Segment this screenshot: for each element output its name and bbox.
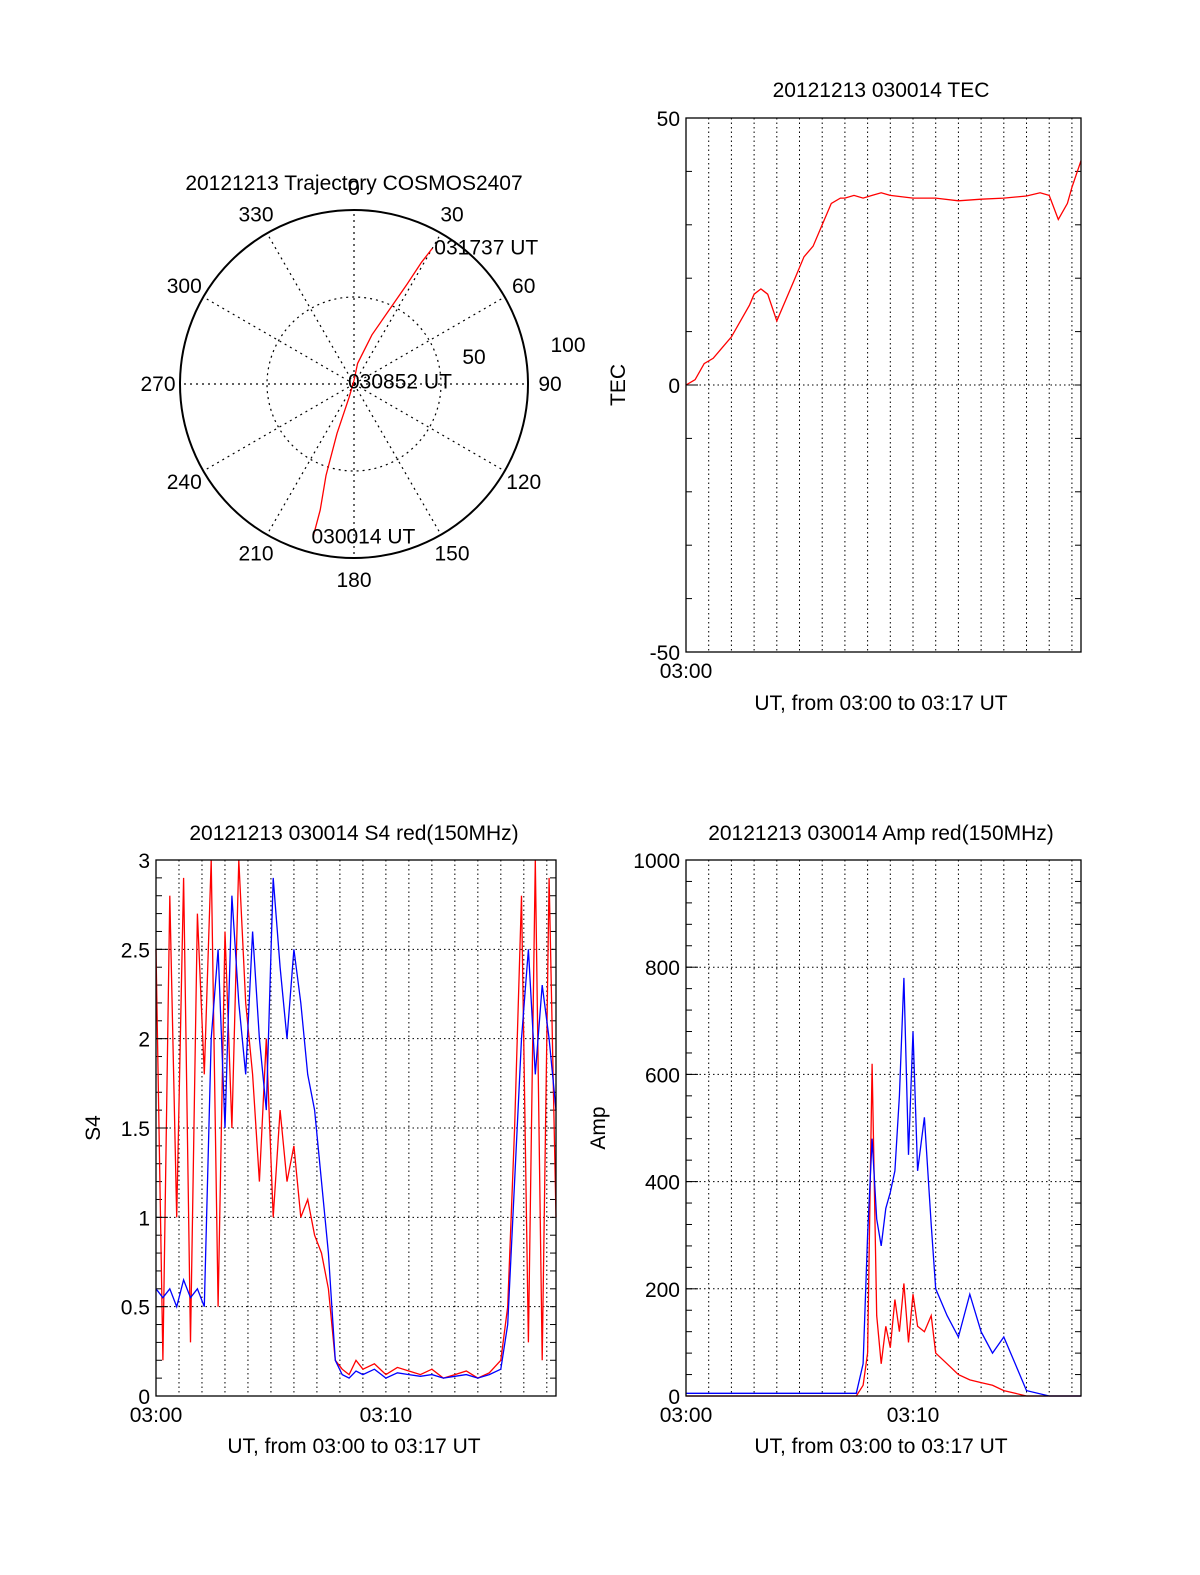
tec-y-tick-label: 50 (657, 108, 680, 131)
s4-x-tick-label: 03:10 (360, 1404, 413, 1427)
polar-azimuth-label: 0 (348, 177, 360, 200)
amp-y-tick-label: 200 (645, 1279, 680, 1302)
s4-series-0000ff (155, 877, 557, 1379)
polar-azimuth-label: 300 (167, 275, 202, 298)
tec-x-axis-label: UT, from 03:00 to 03:17 UT (754, 692, 1007, 715)
tec-y-axis-label: TEC (607, 364, 630, 406)
amp-y-tick-label: 0 (668, 1386, 680, 1409)
polar-chart-title: 20121213 Trajectory COSMOS2407 (185, 172, 522, 195)
polar-azimuth-label: 240 (167, 471, 202, 494)
amp-y-tick-label: 1000 (633, 850, 680, 873)
polar-radial-label: 100 (550, 334, 585, 357)
amp-series-ff0000 (686, 1063, 1081, 1397)
polar-azimuth-label: 120 (506, 471, 541, 494)
polar-azimuth-label: 210 (238, 543, 273, 566)
polar-spoke (353, 383, 442, 535)
polar-azimuth-label: 180 (336, 569, 371, 592)
polar-spoke (353, 296, 505, 385)
s4-y-tick-label: 0.5 (121, 1297, 150, 1320)
polar-outer-circle (179, 209, 529, 559)
polar-spoke (353, 383, 505, 472)
amp-x-axis-label: UT, from 03:00 to 03:17 UT (754, 1435, 1007, 1458)
tec-y-tick-label: -50 (650, 642, 680, 665)
polar-time-label: 031737 UT (434, 236, 538, 259)
amp-chart-title: 20121213 030014 Amp red(150MHz) (708, 822, 1054, 845)
amp-series-0000ff (686, 977, 1081, 1397)
amp-plot-frame (685, 859, 1082, 1397)
polar-spoke (266, 383, 355, 535)
s4-y-tick-label: 1 (138, 1207, 150, 1230)
polar-azimuth-label: 30 (440, 203, 463, 226)
polar-spoke (266, 233, 355, 385)
polar-time-label: 030852 UT (348, 371, 452, 394)
polar-spoke (203, 383, 355, 472)
s4-x-tick-label: 03:00 (130, 1404, 183, 1427)
s4-series-ff0000 (155, 859, 557, 1379)
s4-y-tick-label: 0 (138, 1386, 150, 1409)
polar-time-label: 030014 UT (311, 525, 415, 548)
polar-trajectory-line (312, 248, 433, 536)
s4-y-tick-label: 2.5 (121, 939, 150, 962)
tec-chart: 20121213 030014 TEC UT, from 03:00 to 03… (607, 79, 1082, 715)
amp-y-tick-label: 400 (645, 1172, 680, 1195)
s4-y-tick-label: 3 (138, 850, 150, 873)
trajectory-polar-chart: 20121213 Trajectory COSMOS2407 0 30 60 90 12… (140, 172, 585, 592)
tec-chart-title: 20121213 030014 TEC (773, 79, 990, 102)
amp-chart: 20121213 030014 Amp red(150MHz) UT, from… (587, 822, 1082, 1458)
tec-y-tick-label: 0 (668, 375, 680, 398)
s4-chart-title: 20121213 030014 S4 red(150MHz) (189, 822, 518, 845)
polar-spoke (353, 233, 442, 385)
amp-x-tick-label: 03:10 (887, 1404, 940, 1427)
polar-radial-ring (266, 296, 442, 472)
tec-series-ff0000 (685, 160, 1082, 386)
s4-y-tick-label: 1.5 (121, 1118, 150, 1141)
polar-azimuth-label: 270 (140, 373, 175, 396)
amp-y-tick-label: 800 (645, 957, 680, 980)
amp-x-tick-label: 03:00 (660, 1404, 713, 1427)
polar-spoke (203, 296, 355, 385)
polar-radial-label: 50 (462, 346, 485, 369)
polar-azimuth-label: 150 (434, 543, 469, 566)
amp-y-axis-label: Amp (587, 1106, 610, 1149)
s4-y-axis-label: S4 (82, 1115, 105, 1141)
s4-chart: 20121213 030014 S4 red(150MHz) UT, from … (82, 822, 557, 1458)
tec-x-tick-label: 03:00 (660, 660, 713, 683)
s4-x-axis-label: UT, from 03:00 to 03:17 UT (227, 1435, 480, 1458)
polar-azimuth-label: 60 (512, 275, 535, 298)
s4-y-tick-label: 2 (138, 1029, 150, 1052)
polar-azimuth-label: 90 (538, 373, 561, 396)
amp-y-tick-label: 600 (645, 1064, 680, 1087)
polar-azimuth-label: 330 (238, 203, 273, 226)
